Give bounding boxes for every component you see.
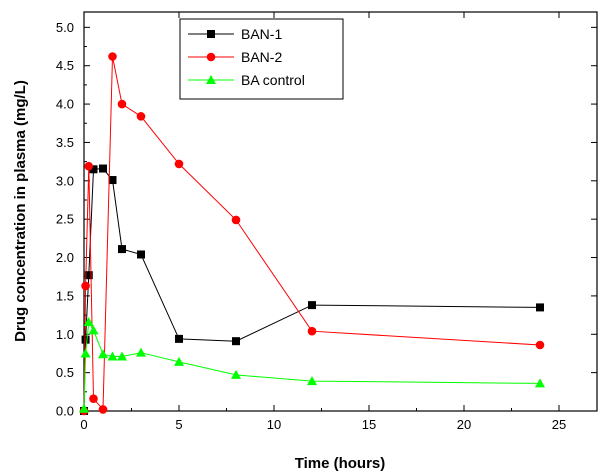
data-point xyxy=(89,394,98,404)
legend-marker xyxy=(207,30,215,38)
data-point xyxy=(535,340,545,350)
series xyxy=(79,52,545,416)
y-tick-label: 0.0 xyxy=(56,404,74,419)
x-tick-label: 0 xyxy=(80,417,87,432)
y-tick-label: 0.5 xyxy=(56,365,74,380)
data-point xyxy=(98,349,108,359)
series-3 xyxy=(79,316,545,413)
x-tick-label: 10 xyxy=(267,417,281,432)
data-point xyxy=(174,159,184,169)
legend: BAN-1 BAN-2 BA control xyxy=(179,18,344,100)
x-tick-label: 5 xyxy=(175,417,182,432)
data-point xyxy=(81,281,90,291)
y-tick-label: 4.5 xyxy=(56,58,74,73)
data-point xyxy=(88,325,99,335)
y-tick-label: 2.0 xyxy=(56,250,74,265)
y-tick-label: 2.5 xyxy=(56,212,74,227)
data-point xyxy=(536,303,544,312)
data-point xyxy=(231,369,241,379)
data-point xyxy=(80,348,91,358)
series-line xyxy=(83,56,541,412)
data-point xyxy=(89,165,98,174)
data-point xyxy=(79,403,89,413)
data-point xyxy=(307,326,317,336)
y-tick-label: 3.0 xyxy=(56,173,74,188)
data-point xyxy=(84,271,93,280)
data-point xyxy=(136,347,146,357)
tick-labels: 0 5 10 15 20 25 0.0 0.5 1.0 1.5 2.0 2.5 3.0 3.5 4.0 4.5… xyxy=(56,20,566,432)
legend-label: BAN-2 xyxy=(241,49,282,65)
data-point xyxy=(81,335,90,344)
data-point xyxy=(175,334,183,343)
legend-marker xyxy=(206,52,216,62)
series-line xyxy=(83,320,541,409)
axes xyxy=(83,11,598,412)
series-2 xyxy=(79,52,545,416)
data-point xyxy=(108,52,117,61)
series-line xyxy=(83,167,541,412)
data-point xyxy=(108,176,117,185)
y-tick-label: 5.0 xyxy=(56,20,74,35)
data-point xyxy=(117,351,127,361)
data-point xyxy=(231,215,241,225)
x-tick-label: 20 xyxy=(457,417,471,432)
data-point xyxy=(535,378,545,388)
data-point xyxy=(308,301,316,310)
legend-label: BAN-1 xyxy=(241,26,282,42)
data-point xyxy=(137,250,145,259)
legend-marker xyxy=(206,75,216,84)
data-point xyxy=(84,161,94,171)
x-tick-label: 15 xyxy=(362,417,376,432)
data-point xyxy=(232,337,240,346)
data-point xyxy=(83,316,94,326)
y-tick-label: 1.5 xyxy=(56,288,74,303)
y-axis-title: Drug concentration in plasma (mg/L) xyxy=(12,80,29,342)
x-tick-label: 25 xyxy=(552,417,566,432)
data-point xyxy=(307,376,317,386)
data-point xyxy=(136,112,146,121)
data-point xyxy=(117,99,127,109)
data-point xyxy=(118,245,126,254)
data-point xyxy=(99,164,107,173)
plot-frame xyxy=(83,11,598,412)
y-tick-label: 1.0 xyxy=(56,327,74,342)
x-axis-title: Time (hours) xyxy=(295,455,386,472)
y-tick-label: 3.5 xyxy=(56,135,74,150)
y-tick-label: 4.0 xyxy=(56,97,74,112)
legend-label: BA control xyxy=(241,72,305,88)
data-point xyxy=(107,351,118,361)
data-point xyxy=(174,356,184,366)
data-point xyxy=(98,405,108,414)
